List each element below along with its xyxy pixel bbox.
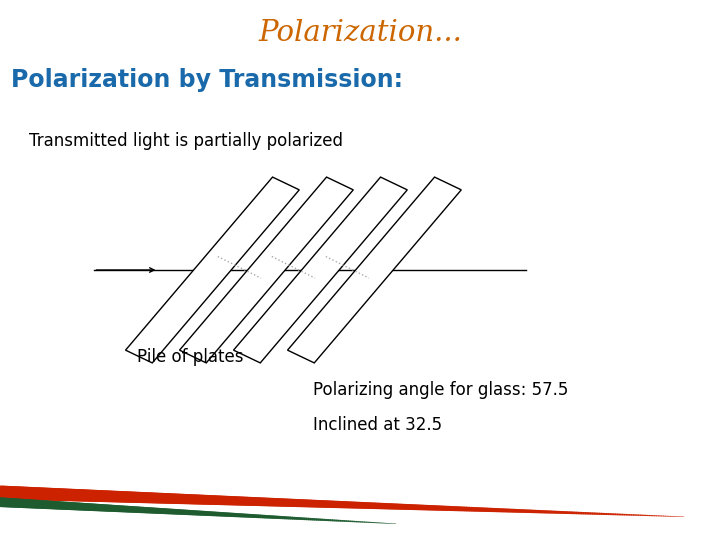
- Text: Pile of plates: Pile of plates: [137, 348, 243, 366]
- Polygon shape: [287, 177, 462, 363]
- Polygon shape: [125, 177, 300, 363]
- Text: Polarization by Transmission:: Polarization by Transmission:: [11, 68, 402, 91]
- Text: Inclined at 32.5: Inclined at 32.5: [313, 416, 442, 434]
- Polygon shape: [233, 177, 408, 363]
- Text: Polarizing angle for glass: 57.5: Polarizing angle for glass: 57.5: [313, 381, 569, 399]
- Polygon shape: [179, 177, 354, 363]
- Text: Polarization...: Polarization...: [258, 19, 462, 47]
- Text: Transmitted light is partially polarized: Transmitted light is partially polarized: [29, 132, 343, 150]
